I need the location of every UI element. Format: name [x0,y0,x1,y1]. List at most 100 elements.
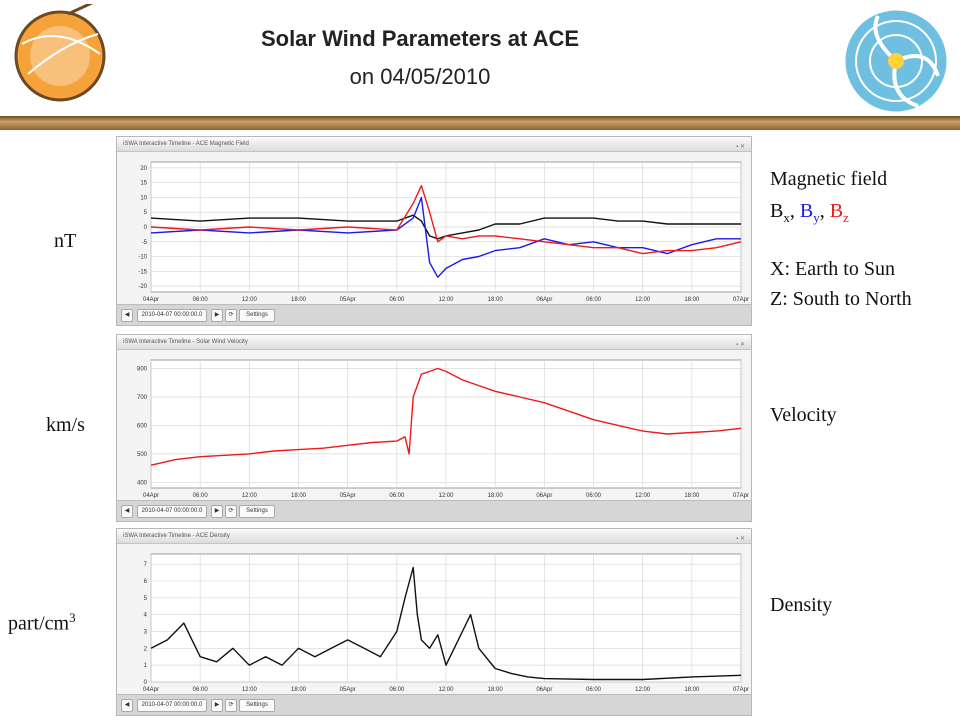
next-button[interactable]: ▶ [211,699,223,712]
refresh-icon[interactable]: ⟳ [225,505,237,518]
y-tick-label: 7 [144,562,148,568]
y-tick-label: -20 [138,284,147,290]
datetime-select[interactable]: 2010-04-07 00:00:00.0 [137,699,207,712]
next-button[interactable]: ▶ [211,309,223,322]
x-tick-label: 07Apr [733,297,749,303]
y-tick-label: 6 [144,579,148,585]
series-line-by [150,196,741,278]
y-tick-label: -15 [138,269,147,275]
velocity-panel: iSWA Interactive Timeline - Solar Wind V… [116,334,752,522]
x-tick-label: 06:00 [389,687,405,693]
series-line-bx [150,214,741,240]
panel-title: iSWA Interactive Timeline - Solar Wind V… [123,339,248,345]
x-tick-label: 18:00 [291,493,307,499]
prev-button[interactable]: ◀ [121,505,133,518]
y-tick-label: 10 [140,195,147,201]
heliosphere-logo-icon [842,7,950,115]
y-tick-label: 600 [137,423,148,429]
components-label: Bx, By, Bz [770,196,849,233]
y-tick-label: 20 [140,166,147,172]
unit-label-v: km/s [46,414,85,436]
prev-button[interactable]: ◀ [121,699,133,712]
series-line-velocity [150,367,742,466]
x-tick-label: 07Apr [733,687,749,693]
series-line-bz [150,184,742,255]
x-tick-label: 06:00 [193,297,209,303]
prev-button[interactable]: ◀ [121,309,133,322]
datetime-select[interactable]: 2010-04-07 00:00:00.0 [137,309,207,322]
x-tick-label: 04Apr [143,687,159,693]
panel-header: iSWA Interactive Timeline - Solar Wind V… [117,335,751,350]
x-tick-label: 12:00 [438,493,454,499]
x-tick-label: 07Apr [733,493,749,499]
sun-logo-icon [14,4,106,102]
magnetic-field-panel: iSWA Interactive Timeline - ACE Magnetic… [116,136,752,326]
x-tick-label: 06:00 [193,493,209,499]
x-tick-label: 04Apr [143,297,159,303]
x-tick-label: 18:00 [488,493,504,499]
x-tick-label: 05Apr [340,493,356,499]
z-axis-desc: Z: South to North [770,288,912,310]
x-tick-label: 18:00 [488,687,504,693]
panel-close-icon[interactable]: ▪ ✕ [736,536,745,542]
x-tick-label: 06Apr [536,297,552,303]
x-tick-label: 06Apr [536,687,552,693]
by-label: B [799,200,814,222]
x-tick-label: 06:00 [389,297,405,303]
y-tick-label: 400 [137,480,148,486]
x-tick-label: 18:00 [291,687,307,693]
y-tick-label: -10 [138,255,147,261]
panel-title: iSWA Interactive Timeline - ACE Density [123,533,230,539]
panel-footer: ◀ 2010-04-07 00:00:00.0 ▶ ⟳ Settings [117,694,751,715]
x-tick-label: 18:00 [684,687,700,693]
refresh-icon[interactable]: ⟳ [225,309,237,322]
bz-label: B [829,200,844,222]
x-axis-desc: X: Earth to Sun [770,258,895,280]
x-tick-label: 12:00 [242,297,258,303]
unit-label-n: part/cm3 [8,610,76,636]
datetime-select[interactable]: 2010-04-07 00:00:00.0 [137,505,207,518]
x-tick-label: 12:00 [635,687,651,693]
x-tick-label: 12:00 [438,687,454,693]
x-tick-label: 06:00 [193,687,209,693]
page-title: Solar Wind Parameters at ACE [260,26,580,51]
panel-close-icon[interactable]: ▪ ✕ [736,144,745,150]
magnetic-field-label: Magnetic field [770,168,888,190]
x-tick-label: 12:00 [242,493,258,499]
x-tick-label: 05Apr [340,297,356,303]
panel-close-icon[interactable]: ▪ ✕ [736,342,745,348]
x-tick-label: 06Apr [536,493,552,499]
velocity-label: Velocity [770,404,837,426]
unit-label-n-base: part/cm [8,612,70,635]
x-tick-label: 18:00 [684,493,700,499]
x-tick-label: 06:00 [389,493,405,499]
refresh-icon[interactable]: ⟳ [225,699,237,712]
bz-sub: z [843,210,849,225]
x-tick-label: 18:00 [684,297,700,303]
bx-label: B [770,200,784,222]
y-tick-label: 15 [140,181,147,187]
x-tick-label: 06:00 [586,493,602,499]
x-tick-label: 12:00 [635,297,651,303]
settings-button[interactable]: Settings [239,699,275,712]
panel-header: iSWA Interactive Timeline - ACE Magnetic… [117,137,751,152]
x-tick-label: 05Apr [340,687,356,693]
bx-sub: x [783,210,790,225]
x-tick-label: 12:00 [438,297,454,303]
unit-label-b: nT [54,230,77,252]
settings-button[interactable]: Settings [239,505,275,518]
velocity-chart: 04Apr 06:00 12:00 18:00 05Apr 06:00 12:00 18:00… [137,359,749,499]
sep1: , [789,200,800,222]
y-tick-label: 700 [137,395,148,401]
density-label: Density [770,594,833,616]
by-sub: y [813,210,820,225]
x-tick-label: 12:00 [242,687,258,693]
next-button[interactable]: ▶ [211,505,223,518]
panel-title: iSWA Interactive Timeline - ACE Magnetic… [123,141,249,147]
y-tick-label: 0 [144,225,148,231]
y-tick-label: 5 [144,210,148,216]
sep2: , [819,200,830,222]
series-line-density [150,566,742,681]
settings-button[interactable]: Settings [239,309,275,322]
x-tick-label: 18:00 [488,297,504,303]
